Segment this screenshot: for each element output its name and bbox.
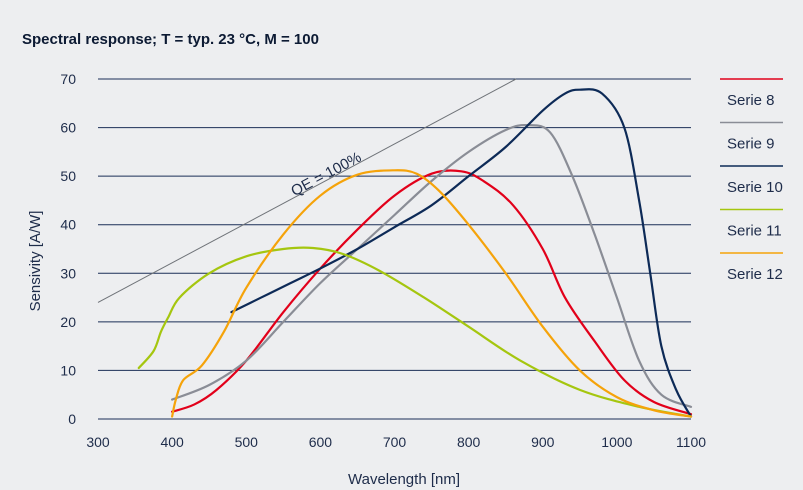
x-axis-label: Wavelength [nm] xyxy=(348,471,460,488)
x-tick-label-900: 900 xyxy=(531,434,555,450)
y-axis-label: Sensivity [A/W] xyxy=(27,211,44,312)
x-tick-label-600: 600 xyxy=(309,434,333,450)
legend-label-serie-9: Serie 9 xyxy=(727,136,775,153)
y-tick-label-70: 70 xyxy=(60,71,76,87)
series-line-serie-12 xyxy=(171,169,693,418)
series-line-serie-9 xyxy=(171,123,693,408)
y-tick-label-20: 20 xyxy=(60,314,76,330)
legend-label-serie-8: Serie 8 xyxy=(727,92,775,109)
y-tick-label-0: 0 xyxy=(68,411,76,427)
y-tick-label-50: 50 xyxy=(60,168,76,184)
chart-title: Spectral response; T = typ. 23 °C, M = 1… xyxy=(22,31,319,48)
x-tick-label-700: 700 xyxy=(383,434,407,450)
y-tick-label-10: 10 xyxy=(60,362,76,378)
series-line-serie-11 xyxy=(137,246,693,418)
y-tick-label-60: 60 xyxy=(60,120,76,136)
y-tick-label-30: 30 xyxy=(60,265,76,281)
x-tick-label-1100: 1100 xyxy=(676,434,706,450)
y-tick-label-40: 40 xyxy=(60,217,76,233)
series-line-serie-8 xyxy=(171,169,693,416)
x-tick-label-1000: 1000 xyxy=(601,434,632,450)
x-tick-label-300: 300 xyxy=(86,434,110,450)
x-tick-label-500: 500 xyxy=(235,434,259,450)
x-tick-label-400: 400 xyxy=(160,434,184,450)
legend-label-serie-10: Serie 10 xyxy=(727,179,783,196)
legend-label-serie-12: Serie 12 xyxy=(727,266,783,283)
series-line-serie-10 xyxy=(230,88,693,418)
legend-label-serie-11: Serie 11 xyxy=(727,223,782,240)
x-tick-label-800: 800 xyxy=(457,434,481,450)
qe-reference-line xyxy=(97,78,517,303)
